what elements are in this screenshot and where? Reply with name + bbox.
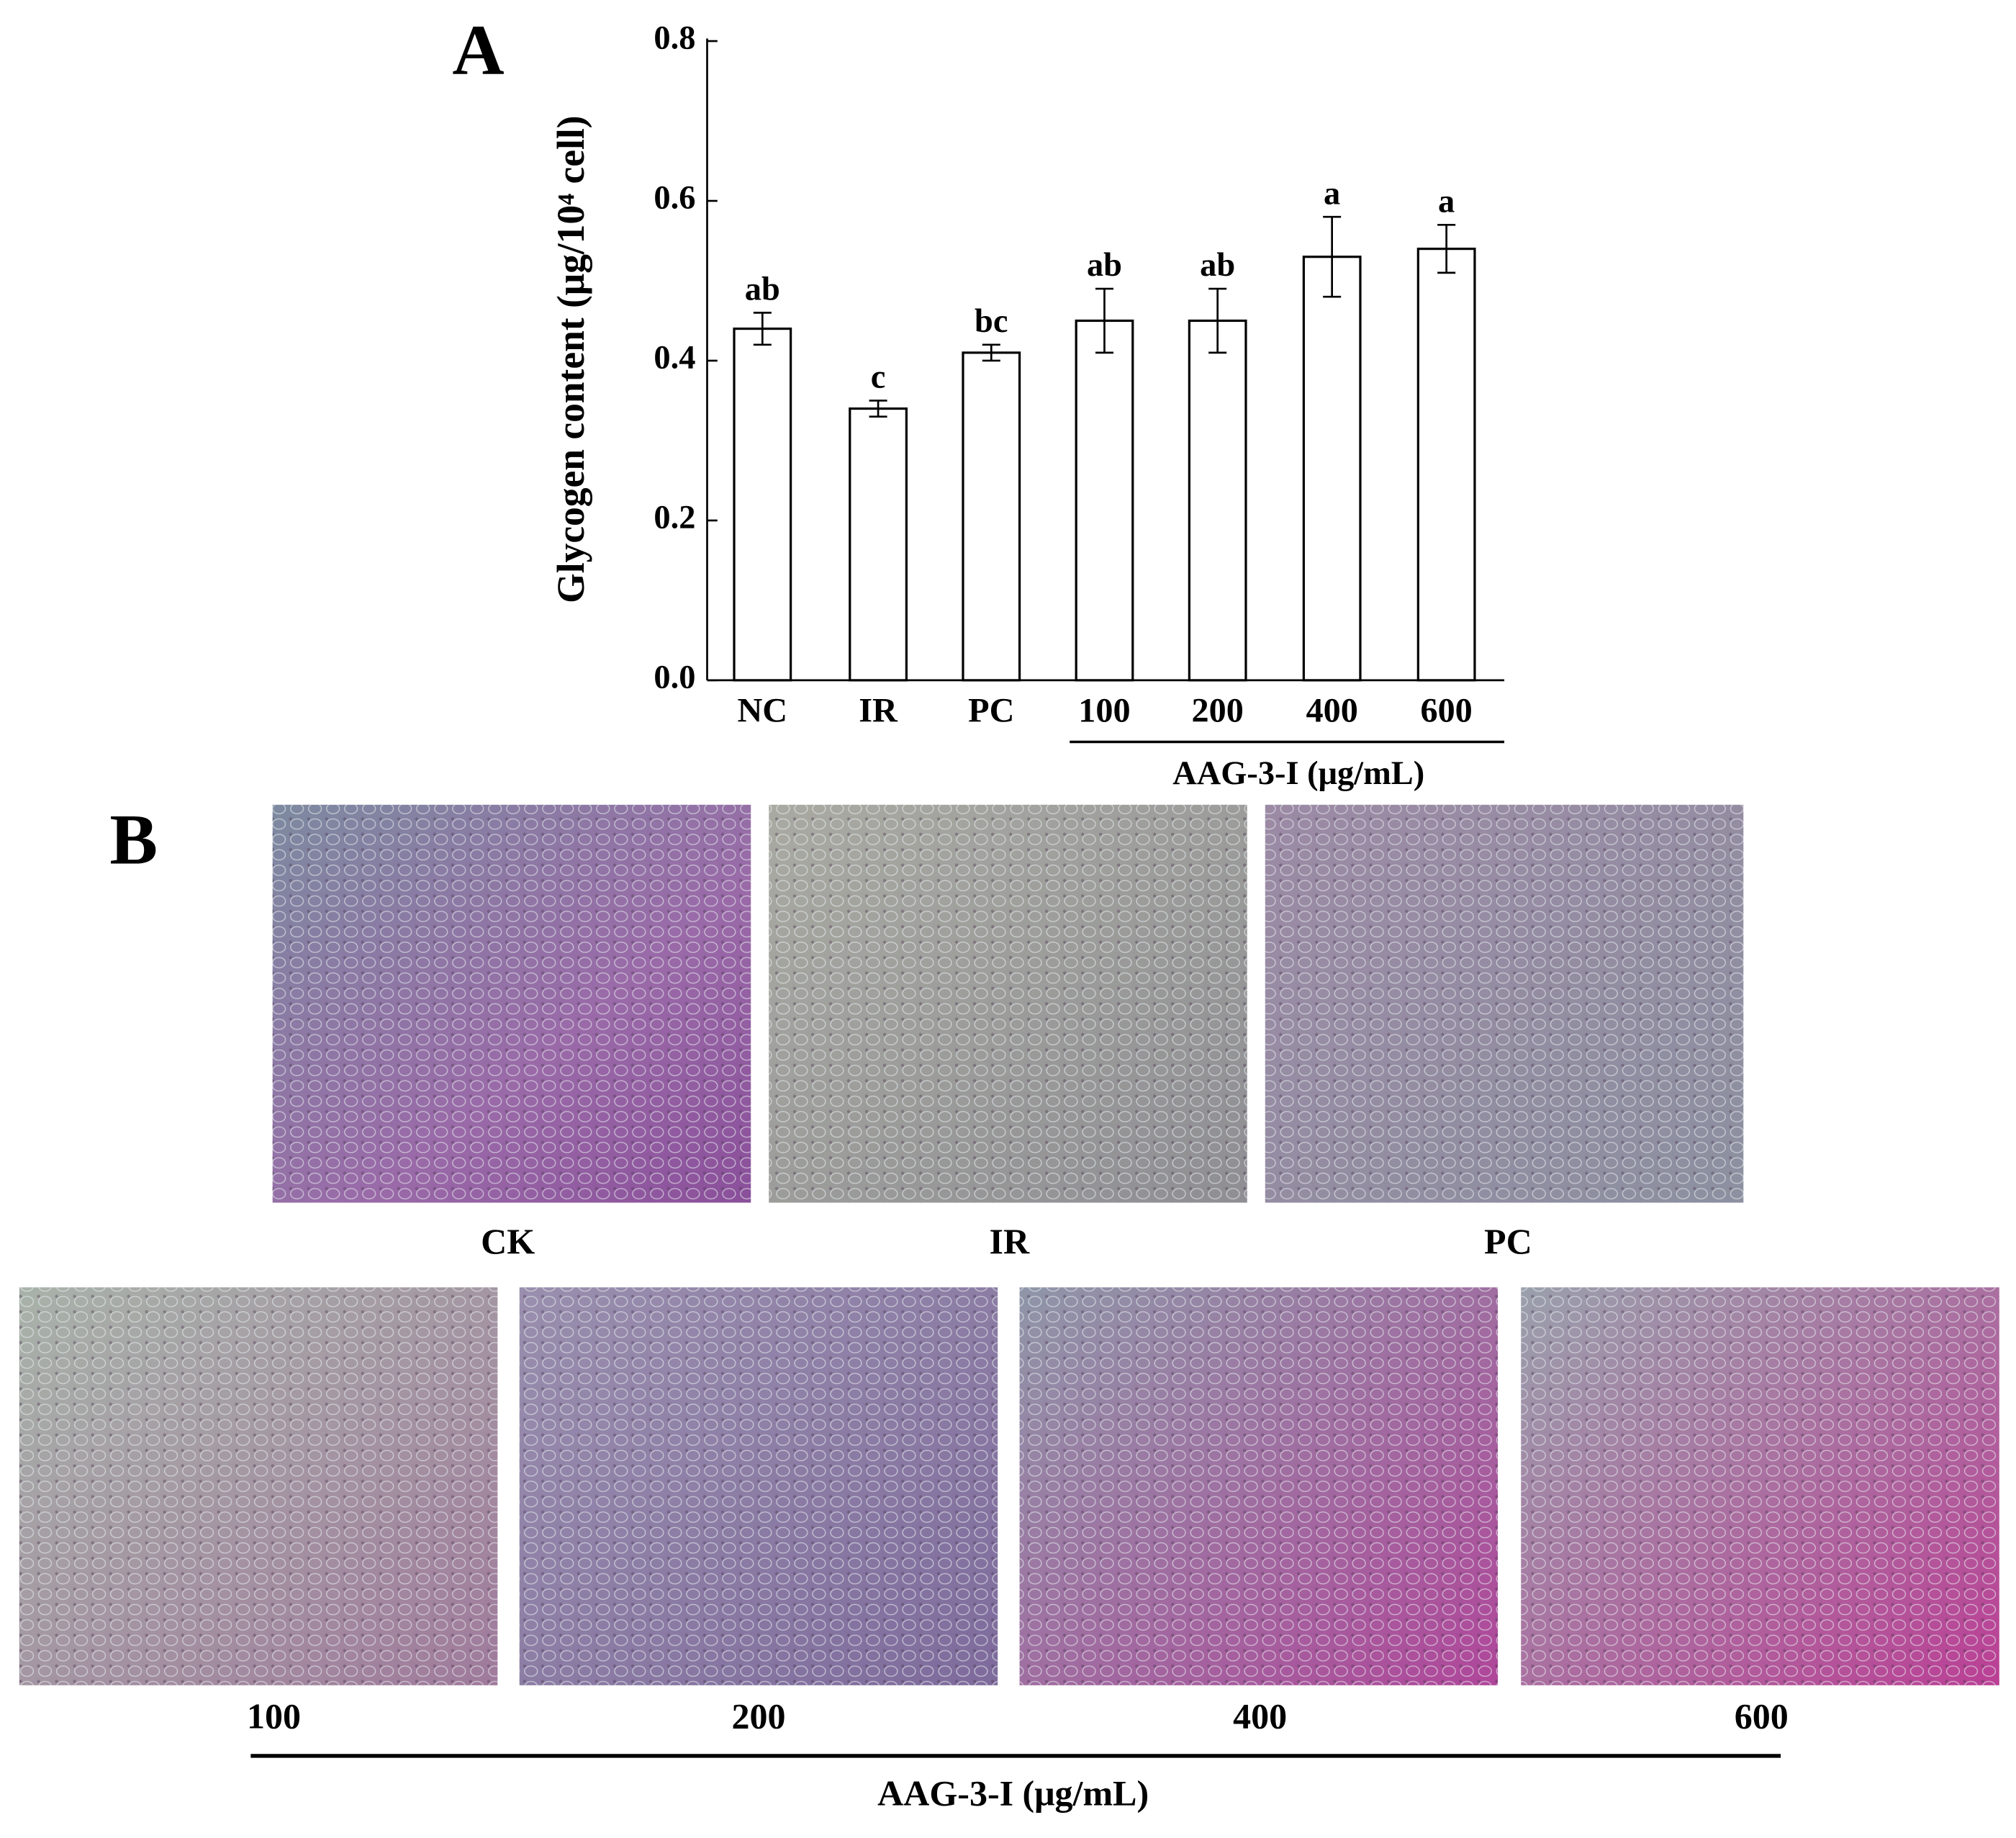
error-bar bbox=[982, 343, 1000, 362]
micrograph-texture bbox=[519, 1287, 998, 1685]
micrograph-label: 400 bbox=[1233, 1695, 1287, 1736]
significance-label: ab bbox=[1200, 247, 1235, 284]
bar bbox=[1416, 247, 1476, 682]
error-bar bbox=[1208, 287, 1227, 354]
group-label: AAG-3-I (μg/mL) bbox=[877, 1772, 1149, 1813]
significance-label: c bbox=[871, 359, 886, 396]
x-tick-label: 600 bbox=[1420, 691, 1472, 729]
panel-label: A bbox=[452, 10, 504, 90]
error-bar bbox=[753, 312, 772, 346]
bar bbox=[1302, 256, 1362, 682]
micrograph-texture bbox=[1521, 1287, 1999, 1685]
significance-label: ab bbox=[1087, 247, 1122, 284]
micrograph-label: IR bbox=[990, 1221, 1030, 1261]
x-tick-label: 200 bbox=[1192, 691, 1244, 729]
x-tick-label: 400 bbox=[1306, 691, 1357, 729]
significance-label: bc bbox=[975, 303, 1008, 340]
y-tick-label: 0.2 bbox=[654, 500, 695, 536]
significance-label: a bbox=[1438, 183, 1455, 220]
micrograph-texture bbox=[19, 1287, 498, 1685]
y-tick-label: 0.6 bbox=[654, 180, 695, 217]
y-tick-label: 0.8 bbox=[654, 20, 695, 57]
error-bar bbox=[869, 400, 887, 418]
y-tick-label: 0.0 bbox=[654, 659, 695, 696]
micrograph-label: CK bbox=[481, 1221, 535, 1261]
y-axis-label: Glycogen content (μg/10⁴ cell) bbox=[549, 116, 592, 603]
bar bbox=[962, 351, 1021, 682]
x-tick-label: IR bbox=[859, 691, 898, 729]
micrograph-texture bbox=[272, 804, 751, 1203]
micrograph-label: 100 bbox=[247, 1695, 301, 1736]
bar bbox=[849, 407, 908, 682]
micrograph-label: 600 bbox=[1735, 1695, 1789, 1736]
bar bbox=[733, 327, 792, 682]
micrograph-label: 200 bbox=[731, 1695, 785, 1736]
y-tick-label: 0.4 bbox=[654, 340, 695, 377]
group-label: AAG-3-I (μg/mL) bbox=[1172, 755, 1424, 792]
micrograph-texture bbox=[1265, 804, 1744, 1203]
error-bar bbox=[1437, 223, 1456, 274]
bar bbox=[1188, 319, 1247, 682]
x-tick-label: NC bbox=[737, 691, 787, 729]
x-tick-label: 100 bbox=[1078, 691, 1130, 729]
error-bar bbox=[1095, 287, 1113, 354]
bar bbox=[1075, 319, 1134, 682]
significance-label: ab bbox=[745, 271, 780, 308]
error-bar bbox=[1323, 215, 1342, 298]
panel-label: B bbox=[109, 800, 158, 880]
micrograph-label: PC bbox=[1484, 1221, 1532, 1261]
significance-label: a bbox=[1324, 175, 1340, 212]
micrograph-texture bbox=[1019, 1287, 1499, 1685]
x-tick-label: PC bbox=[968, 691, 1014, 729]
micrograph-texture bbox=[769, 804, 1247, 1203]
